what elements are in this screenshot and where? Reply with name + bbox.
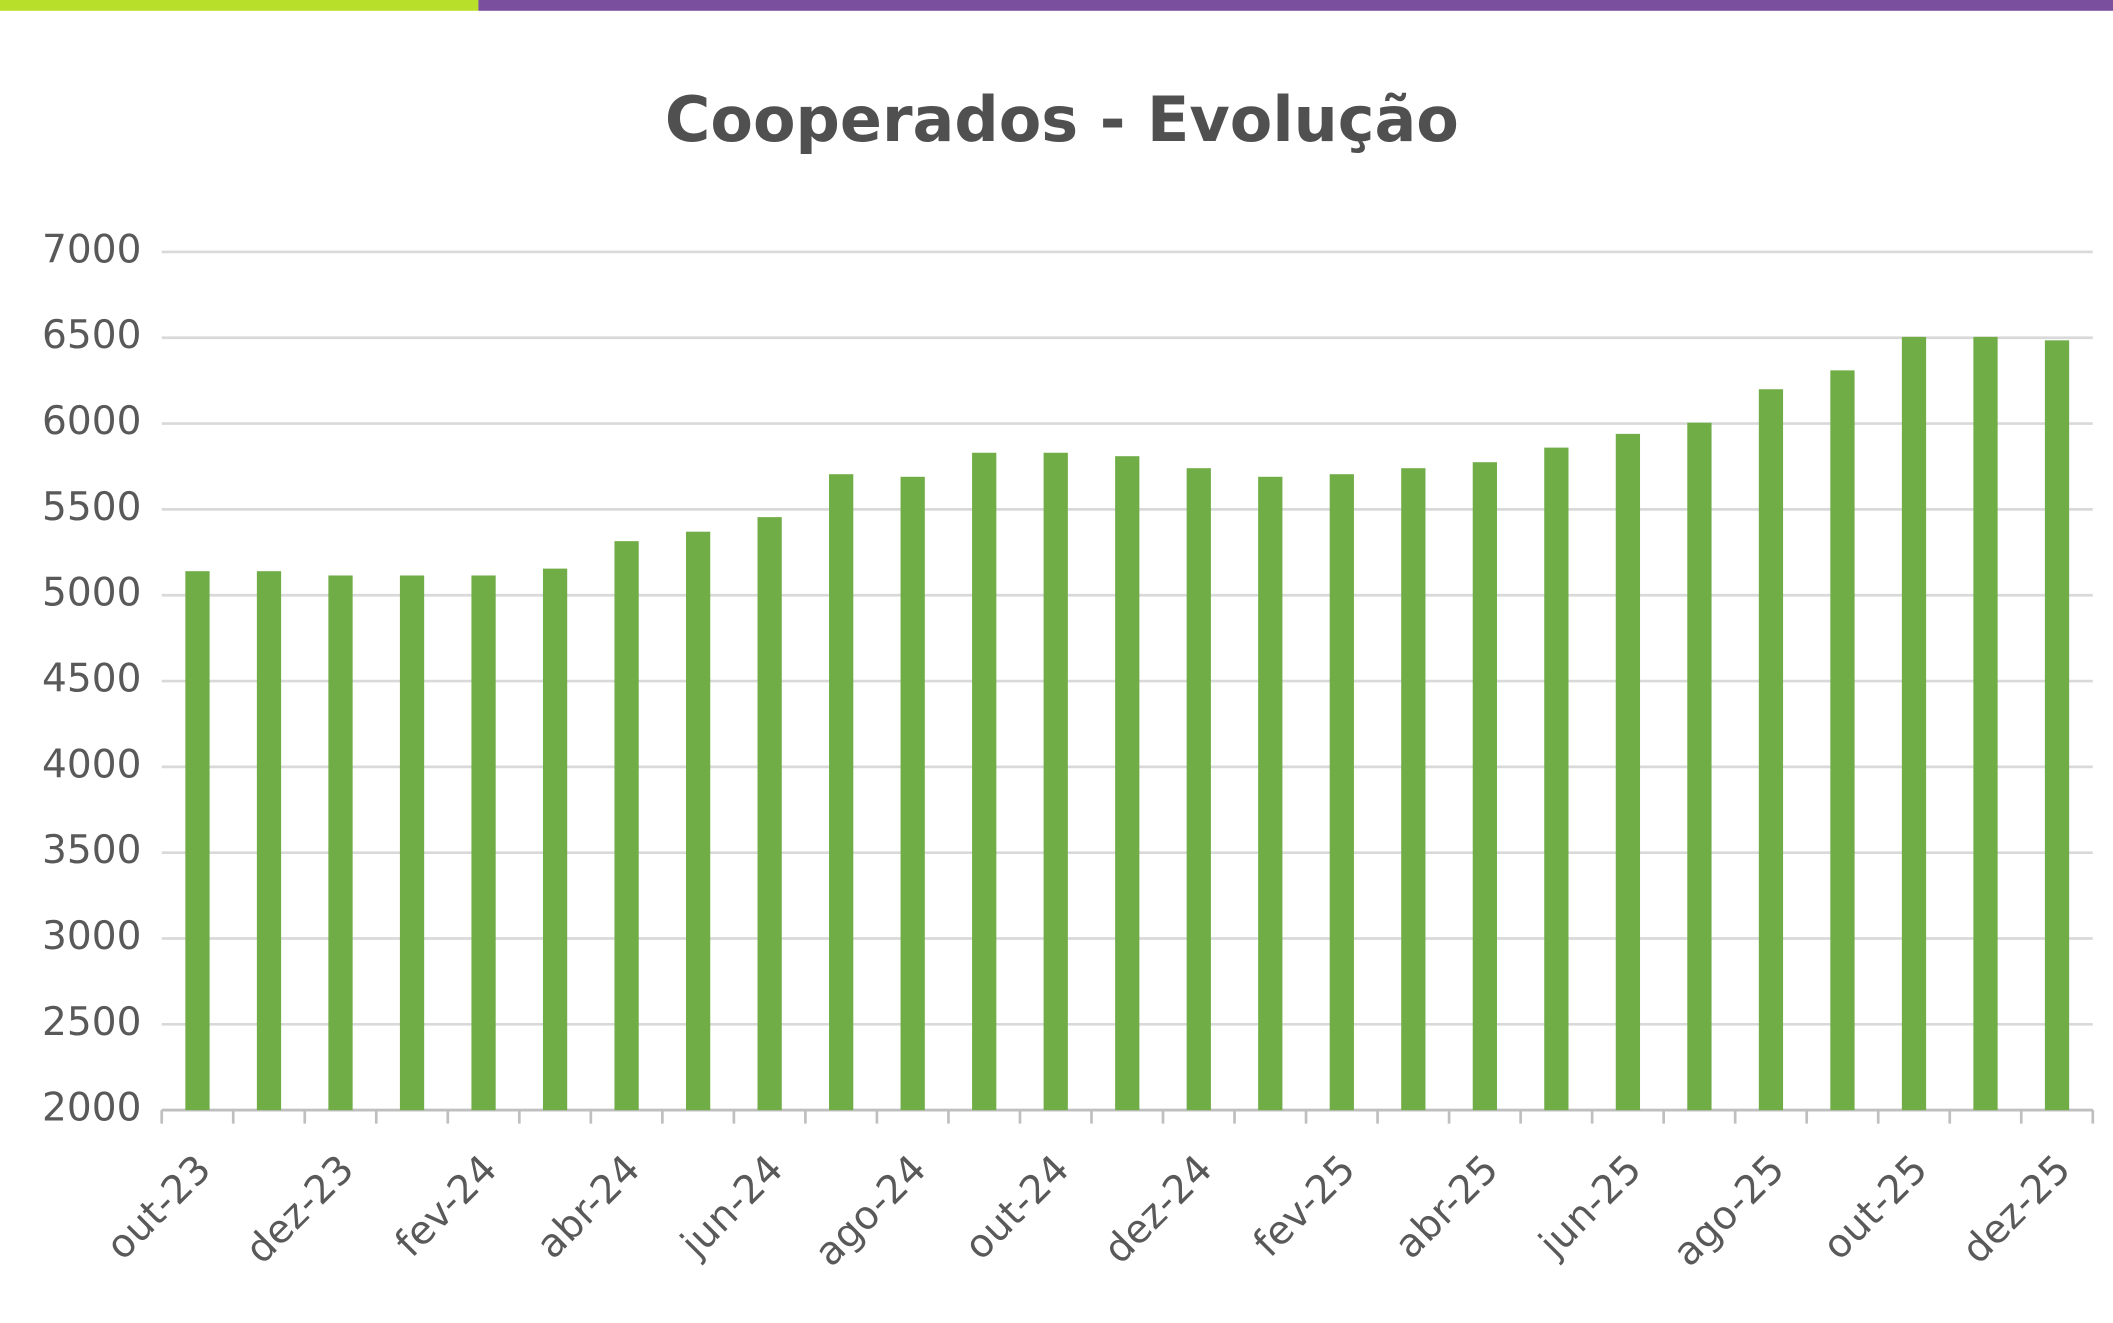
bar	[1830, 370, 1855, 1111]
bar	[1401, 468, 1426, 1111]
bar	[1544, 447, 1569, 1111]
bar	[829, 474, 854, 1111]
x-tick-label: jun-24	[672, 1147, 792, 1267]
y-tick-label: 2500	[42, 1000, 141, 1045]
x-tick-label: fev-25	[1245, 1147, 1364, 1266]
x-tick-label: out-24	[956, 1147, 1078, 1269]
y-tick-label: 6000	[42, 399, 141, 444]
y-tick-label: 2000	[42, 1086, 141, 1131]
chart-title: Cooperados - Evolução	[665, 83, 1459, 156]
bar	[1186, 468, 1211, 1111]
bar	[1258, 476, 1283, 1111]
bar	[542, 568, 568, 1111]
y-tick-label: 7000	[42, 227, 141, 272]
x-tick-label: fev-24	[387, 1147, 506, 1266]
y-tick-label: 5000	[42, 571, 141, 616]
x-tick-label: ago-25	[1665, 1147, 1794, 1276]
x-tick-label: dez-25	[1954, 1147, 2080, 1273]
bar	[1973, 336, 1998, 1111]
x-tick-label: abr-25	[1386, 1147, 1507, 1268]
y-tick-label: 3000	[42, 914, 141, 959]
bar	[1472, 462, 1497, 1111]
y-tick-label: 3500	[42, 828, 141, 873]
bar	[972, 452, 997, 1111]
top-accent-purple	[478, 0, 2113, 11]
x-tick-label: dez-23	[237, 1147, 363, 1273]
bar	[471, 575, 496, 1111]
y-tick-label: 4000	[42, 742, 141, 787]
bar	[1687, 422, 1712, 1111]
bar	[1115, 456, 1140, 1111]
y-tick-label: 6500	[42, 313, 141, 358]
x-tick-label: abr-24	[528, 1147, 649, 1268]
bar	[2044, 340, 2070, 1111]
x-tick-label: ago-24	[806, 1147, 935, 1276]
bar	[757, 517, 782, 1111]
top-accent-green	[0, 0, 479, 11]
y-tick-label: 5500	[42, 485, 141, 530]
bar	[614, 541, 639, 1111]
bar	[185, 571, 210, 1111]
bar	[685, 531, 711, 1111]
bar	[328, 575, 353, 1111]
bar	[900, 476, 925, 1111]
x-tick-label: dez-24	[1095, 1147, 1221, 1273]
bar	[1615, 433, 1641, 1111]
bar	[256, 571, 282, 1111]
bar	[399, 575, 425, 1111]
bar	[1043, 452, 1068, 1111]
x-tick-label: jun-25	[1530, 1147, 1650, 1267]
y-tick-label: 4500	[42, 657, 141, 702]
bar	[1758, 389, 1784, 1111]
x-tick-label: out-23	[98, 1147, 220, 1269]
bar	[1329, 474, 1354, 1111]
x-tick-label: out-25	[1814, 1147, 1936, 1269]
bar	[1901, 336, 1927, 1111]
